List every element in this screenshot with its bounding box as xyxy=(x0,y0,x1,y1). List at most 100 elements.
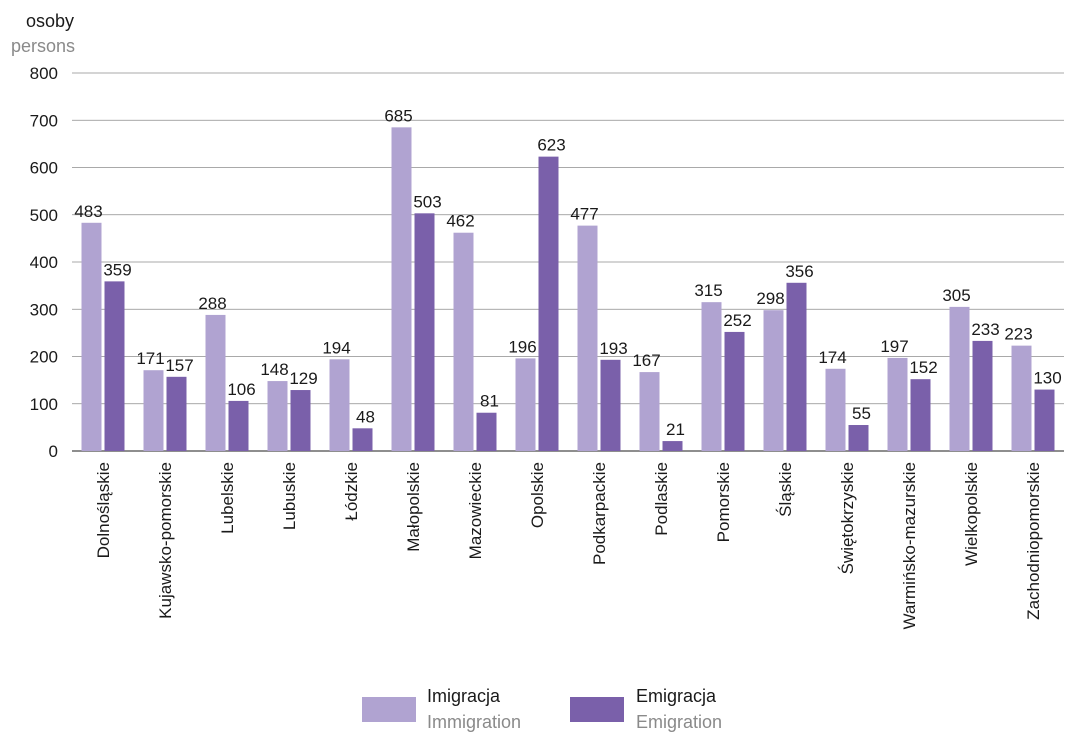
data-label: 194 xyxy=(322,338,350,357)
data-label: 298 xyxy=(756,289,784,308)
y-axis-unit-label: osoby xyxy=(26,11,74,31)
data-label: 503 xyxy=(413,192,441,211)
bar-emigracja xyxy=(786,282,807,451)
data-label: 157 xyxy=(165,356,193,375)
data-label: 196 xyxy=(508,337,536,356)
data-label: 462 xyxy=(446,212,474,231)
y-axis-unit-label-en: persons xyxy=(11,36,75,56)
data-label: 174 xyxy=(818,348,846,367)
bar-emigracja xyxy=(228,400,249,451)
data-label: 129 xyxy=(289,369,317,388)
bar-imigracja xyxy=(763,310,784,451)
data-label: 48 xyxy=(356,407,375,426)
data-label: 21 xyxy=(666,420,685,439)
bar-imigracja xyxy=(639,372,660,451)
data-label: 483 xyxy=(74,202,102,221)
y-tick-label: 500 xyxy=(30,206,58,225)
bar-imigracja xyxy=(267,381,288,451)
legend-swatch-imigracja xyxy=(362,697,416,722)
bar-imigracja xyxy=(887,357,908,451)
bar-imigracja xyxy=(825,368,846,451)
data-label: 315 xyxy=(694,281,722,300)
bar-imigracja xyxy=(329,359,350,451)
bar-emigracja xyxy=(662,441,683,451)
x-category-label: Mazowieckie xyxy=(466,462,485,559)
legend-label-imigracja: Imigracja xyxy=(427,686,501,706)
bar-emigracja xyxy=(538,156,559,451)
data-label: 359 xyxy=(103,260,131,279)
legend-swatch-emigracja xyxy=(570,697,624,722)
data-label: 252 xyxy=(723,311,751,330)
bar-imigracja xyxy=(143,370,164,451)
bar-imigracja xyxy=(1011,345,1032,451)
bar-emigracja xyxy=(972,340,993,451)
legend: Imigracja Immigration Emigracja Emigrati… xyxy=(362,686,722,732)
bar-emigracja xyxy=(476,412,497,451)
x-category-label: Łódzkie xyxy=(342,462,361,521)
y-tick-label: 0 xyxy=(49,442,58,461)
y-tick-label: 400 xyxy=(30,253,58,272)
bar-emigracja xyxy=(910,379,931,451)
x-category-label: Śląskie xyxy=(776,462,795,517)
x-category-label: Podlaskie xyxy=(652,462,671,536)
y-tick-label: 300 xyxy=(30,300,58,319)
data-label: 130 xyxy=(1033,369,1061,388)
bar-imigracja xyxy=(205,314,226,451)
legend-label-emigration: Emigration xyxy=(636,712,722,732)
x-category-label: Dolnośląskie xyxy=(94,462,113,558)
x-category-label: Lubelskie xyxy=(218,462,237,534)
data-label: 223 xyxy=(1004,325,1032,344)
bar-imigracja xyxy=(391,127,412,452)
data-label: 167 xyxy=(632,351,660,370)
data-label: 81 xyxy=(480,392,499,411)
data-label: 106 xyxy=(227,380,255,399)
data-label: 233 xyxy=(971,320,999,339)
data-label: 477 xyxy=(570,205,598,224)
x-category-label: Małopolskie xyxy=(404,462,423,552)
x-category-label: Podkarpackie xyxy=(590,462,609,565)
data-label: 55 xyxy=(852,404,871,423)
data-label: 288 xyxy=(198,294,226,313)
y-tick-label: 100 xyxy=(30,395,58,414)
bar-imigracja xyxy=(453,232,474,451)
x-category-label: Zachodniopomorskie xyxy=(1024,462,1043,620)
y-axis-ticks: 0 100 200 300 400 500 600 700 800 xyxy=(30,64,58,461)
bar-emigracja xyxy=(352,428,373,451)
bar-emigracja xyxy=(104,281,125,451)
bar-emigracja xyxy=(848,425,869,451)
bars xyxy=(81,127,1055,452)
bar-imigracja xyxy=(515,358,536,451)
data-label: 148 xyxy=(260,360,288,379)
y-tick-label: 700 xyxy=(30,111,58,130)
y-tick-label: 600 xyxy=(30,159,58,178)
x-category-label: Warmińsko-mazurskie xyxy=(900,462,919,630)
bar-emigracja xyxy=(600,359,621,451)
data-label: 685 xyxy=(384,106,412,125)
bar-emigracja xyxy=(166,376,187,451)
bar-emigracja xyxy=(1034,389,1055,451)
x-axis-categories: Dolnośląskie Kujawsko-pomorskie Lubelskie L… xyxy=(94,462,1043,630)
bar-imigracja xyxy=(949,306,970,451)
bar-imigracja xyxy=(701,302,722,451)
x-category-label: Opolskie xyxy=(528,462,547,528)
x-category-label: Wielkopolskie xyxy=(962,462,981,566)
bar-emigracja xyxy=(290,390,311,451)
data-label: 152 xyxy=(909,358,937,377)
axis-labels: osoby persons xyxy=(11,11,75,56)
data-label: 623 xyxy=(537,136,565,155)
bar-imigracja xyxy=(577,225,598,451)
data-label: 193 xyxy=(599,339,627,358)
data-label: 356 xyxy=(785,262,813,281)
bar-imigracja xyxy=(81,222,102,451)
bar-emigracja xyxy=(414,213,435,451)
data-label: 171 xyxy=(136,349,164,368)
data-label: 305 xyxy=(942,286,970,305)
legend-label-emigracja: Emigracja xyxy=(636,686,717,706)
y-tick-label: 200 xyxy=(30,348,58,367)
x-category-label: Pomorskie xyxy=(714,462,733,542)
data-labels: 483 359 171 157 288 106 148 129 194 48 685 503 462 81… xyxy=(74,106,1061,439)
bar-emigracja xyxy=(724,331,745,451)
y-tick-label: 800 xyxy=(30,64,58,83)
data-label: 197 xyxy=(880,337,908,356)
